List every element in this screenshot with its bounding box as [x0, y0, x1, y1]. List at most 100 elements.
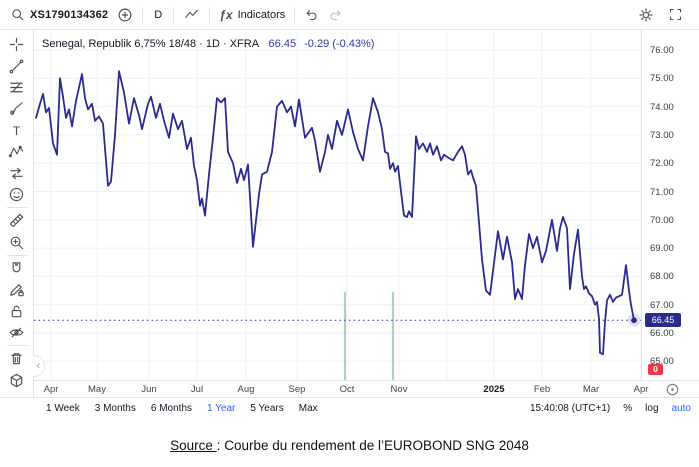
bottom-toolbar: 1 Week 3 Months 6 Months 1 Year 5 Years Max 1… [0, 397, 699, 419]
toolbar-divider [173, 6, 175, 23]
time-axis-label: Apr [43, 384, 59, 395]
drawing-toolbar: T [0, 30, 34, 397]
range-button-5-years[interactable]: 5 Years [250, 403, 284, 414]
undo-button[interactable] [304, 7, 319, 22]
range-button-6-months[interactable]: 6 Months [150, 403, 193, 414]
tool-trend-line-button[interactable] [4, 55, 30, 76]
tool-projection-button[interactable] [4, 162, 30, 183]
tool-magnet-button[interactable] [4, 258, 30, 279]
chart-pane[interactable]: Senegal, Republik 6,75% 18/48 · 1D · XFR… [33, 30, 641, 380]
toolbar-divider [6, 254, 27, 256]
time-axis-label: 2025 [483, 384, 505, 395]
toolbar-divider [294, 6, 296, 23]
current-price-badge: 66.45 [645, 313, 681, 328]
chart-legend: Senegal, Republik 6,75% 18/48 · 1D · XFR… [42, 38, 374, 50]
last-price-marker [631, 317, 637, 324]
magnet-icon [12, 262, 21, 273]
tool-emoji-button[interactable] [4, 184, 30, 205]
object-tree-cube-icon [10, 373, 23, 388]
time-axis-label: Jul [190, 384, 204, 395]
time-axis-label: May [88, 384, 106, 395]
log-scale-button[interactable]: log [645, 403, 659, 414]
time-axis[interactable]: Apr May Jun Jul Aug Sep Oct Nov 2025 Feb Mar Apr [34, 380, 699, 397]
time-axis-label: Apr [633, 384, 649, 395]
object-tree-button[interactable] [4, 370, 30, 391]
tool-hide-drawings-button[interactable] [4, 322, 30, 343]
tool-ruler-button[interactable] [4, 210, 30, 231]
trash-icon [11, 353, 22, 365]
range-button-1-year[interactable]: 1 Year [207, 403, 236, 414]
plus-circle-icon [118, 8, 132, 21]
trend-line-icon [9, 59, 24, 73]
price-axis-label: 70.00 [650, 214, 674, 226]
svg-text:T: T [13, 124, 21, 138]
percent-scale-button[interactable]: % [623, 403, 633, 414]
range-button-3-months[interactable]: 3 Months [94, 403, 136, 414]
price-axis-label: 74.00 [650, 101, 674, 113]
line-chart-icon [185, 9, 199, 18]
range-button-1-week[interactable]: 1 Week [46, 403, 80, 414]
indicators-label: Indicators [237, 8, 286, 21]
toolbar-divider [142, 6, 144, 23]
instrument-title[interactable]: Senegal, Republik 6,75% 18/48 · 1D · XFR… [42, 38, 259, 50]
date-range-buttons: 1 Week 3 Months 6 Months 1 Year 5 Years Max [0, 403, 318, 414]
indicators-button[interactable]: ƒx Indicators [219, 8, 285, 22]
time-axis-label: Feb [533, 384, 551, 395]
projection-arrows-icon [10, 167, 23, 179]
tool-zoom-in-button[interactable] [4, 231, 30, 252]
tool-crosshair-button[interactable] [4, 34, 30, 55]
figure-caption: Source : Courbe du rendement de l’EUROBO… [0, 438, 699, 453]
tool-brush-button[interactable] [4, 98, 30, 119]
eye-off-icon [9, 327, 24, 338]
tool-fib-retracement-button[interactable] [4, 77, 30, 98]
tool-text-button[interactable]: T [4, 120, 30, 141]
interval-button[interactable]: D [154, 8, 163, 21]
text-tool-icon: T [13, 124, 21, 138]
compare-button[interactable] [117, 7, 133, 23]
price-axis-label: 66.00 [650, 328, 674, 339]
range-button-max[interactable]: Max [298, 403, 318, 414]
redo-arrow-icon [330, 10, 341, 21]
toolbar-divider [6, 345, 27, 347]
time-axis-label: Aug [237, 384, 255, 395]
crosshair-icon [9, 37, 24, 52]
symbol-text: XS1790134362 [30, 8, 109, 21]
trading-chart-app: XS1790134362 D ƒx Indicators [0, 6, 699, 419]
price-axis-label: 76.00 [650, 45, 674, 56]
time-axis-label: Nov [390, 384, 408, 395]
caption-source-label: Source [170, 438, 217, 453]
redo-button[interactable] [328, 7, 343, 22]
price-axis-label: 71.00 [650, 186, 674, 198]
price-axis[interactable]: 76.00 75.00 74.00 73.00 72.00 71.00 70.00 69.00… [641, 30, 699, 380]
symbol-search-button[interactable]: XS1790134362 [10, 7, 108, 22]
price-chart[interactable] [34, 30, 641, 380]
fib-retracement-icon [10, 82, 23, 93]
lock-icon [11, 305, 22, 318]
gear-icon [639, 7, 653, 22]
last-price-value: 66.45 [268, 38, 297, 50]
caption-text: : Courbe du rendement de l’EUROBOND SNG … [216, 438, 529, 453]
tool-lock-drawings-button[interactable] [4, 301, 30, 322]
chart-settings-button[interactable] [638, 7, 654, 23]
alert-count-badge[interactable]: 0 [648, 364, 663, 375]
zoom-in-icon [10, 236, 24, 249]
price-axis-label: 73.00 [650, 129, 674, 141]
chart-type-button[interactable] [183, 7, 200, 22]
fullscreen-icon [669, 8, 682, 21]
price-axis-label: 65.00 [650, 356, 674, 368]
time-axis-label: Oct [339, 384, 355, 395]
toolbar-divider [6, 207, 27, 209]
tool-drawing-mode-lock-button[interactable] [4, 279, 30, 300]
clock-utc[interactable]: 15:40:08 (UTC+1) [529, 403, 611, 414]
price-axis-label: 75.00 [650, 73, 674, 85]
price-axis-label: 72.00 [650, 158, 674, 170]
price-line[interactable] [35, 70, 635, 356]
time-axis-label: Mar [582, 384, 600, 395]
price-axis-label: 68.00 [650, 271, 674, 283]
fullscreen-button[interactable] [668, 7, 683, 22]
auto-scale-button[interactable]: auto [671, 403, 691, 414]
tool-xabcd-pattern-button[interactable] [4, 141, 30, 162]
go-to-realtime-button[interactable] [666, 383, 679, 396]
tool-remove-drawings-button[interactable] [4, 348, 30, 369]
